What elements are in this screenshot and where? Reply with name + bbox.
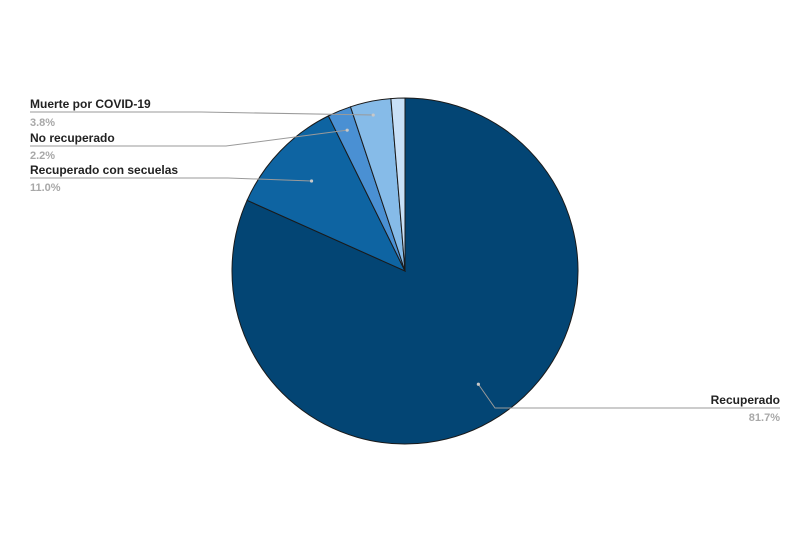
- leader-dot-recuperado: [476, 382, 480, 386]
- pie-slice-other: [390, 97, 406, 272]
- leader-line-recuperado-con-secuelas: [30, 177, 312, 182]
- leader-dot-no-recuperado: [345, 128, 349, 132]
- leader-line-muerte-por-covid-19: [30, 111, 374, 116]
- leader-line-recuperado: [477, 383, 780, 409]
- pct-recuperado-con-secuelas: 11.0%: [30, 182, 61, 194]
- label-no-recuperado: No recuperado: [30, 131, 115, 145]
- leader-line-no-recuperado: [30, 129, 348, 147]
- slices-layer: [231, 97, 579, 445]
- pct-no-recuperado: 2.2%: [30, 150, 55, 162]
- label-muerte-por-covid: Muerte por COVID-19: [30, 97, 151, 111]
- leaders-layer: [30, 111, 780, 409]
- label-recuperado: Recuperado: [711, 393, 780, 407]
- label-recuperado-con-secuelas: Recuperado con secuelas: [30, 163, 178, 177]
- leader-dot-recuperado-con-secuelas: [309, 179, 314, 183]
- leader-dot-muerte-por-covid-19: [371, 113, 375, 117]
- pct-recuperado: 81.7%: [749, 412, 780, 424]
- pie-slice-recuperado-con-secuelas: [246, 115, 407, 273]
- pct-muerte-por-covid: 3.8%: [30, 117, 55, 129]
